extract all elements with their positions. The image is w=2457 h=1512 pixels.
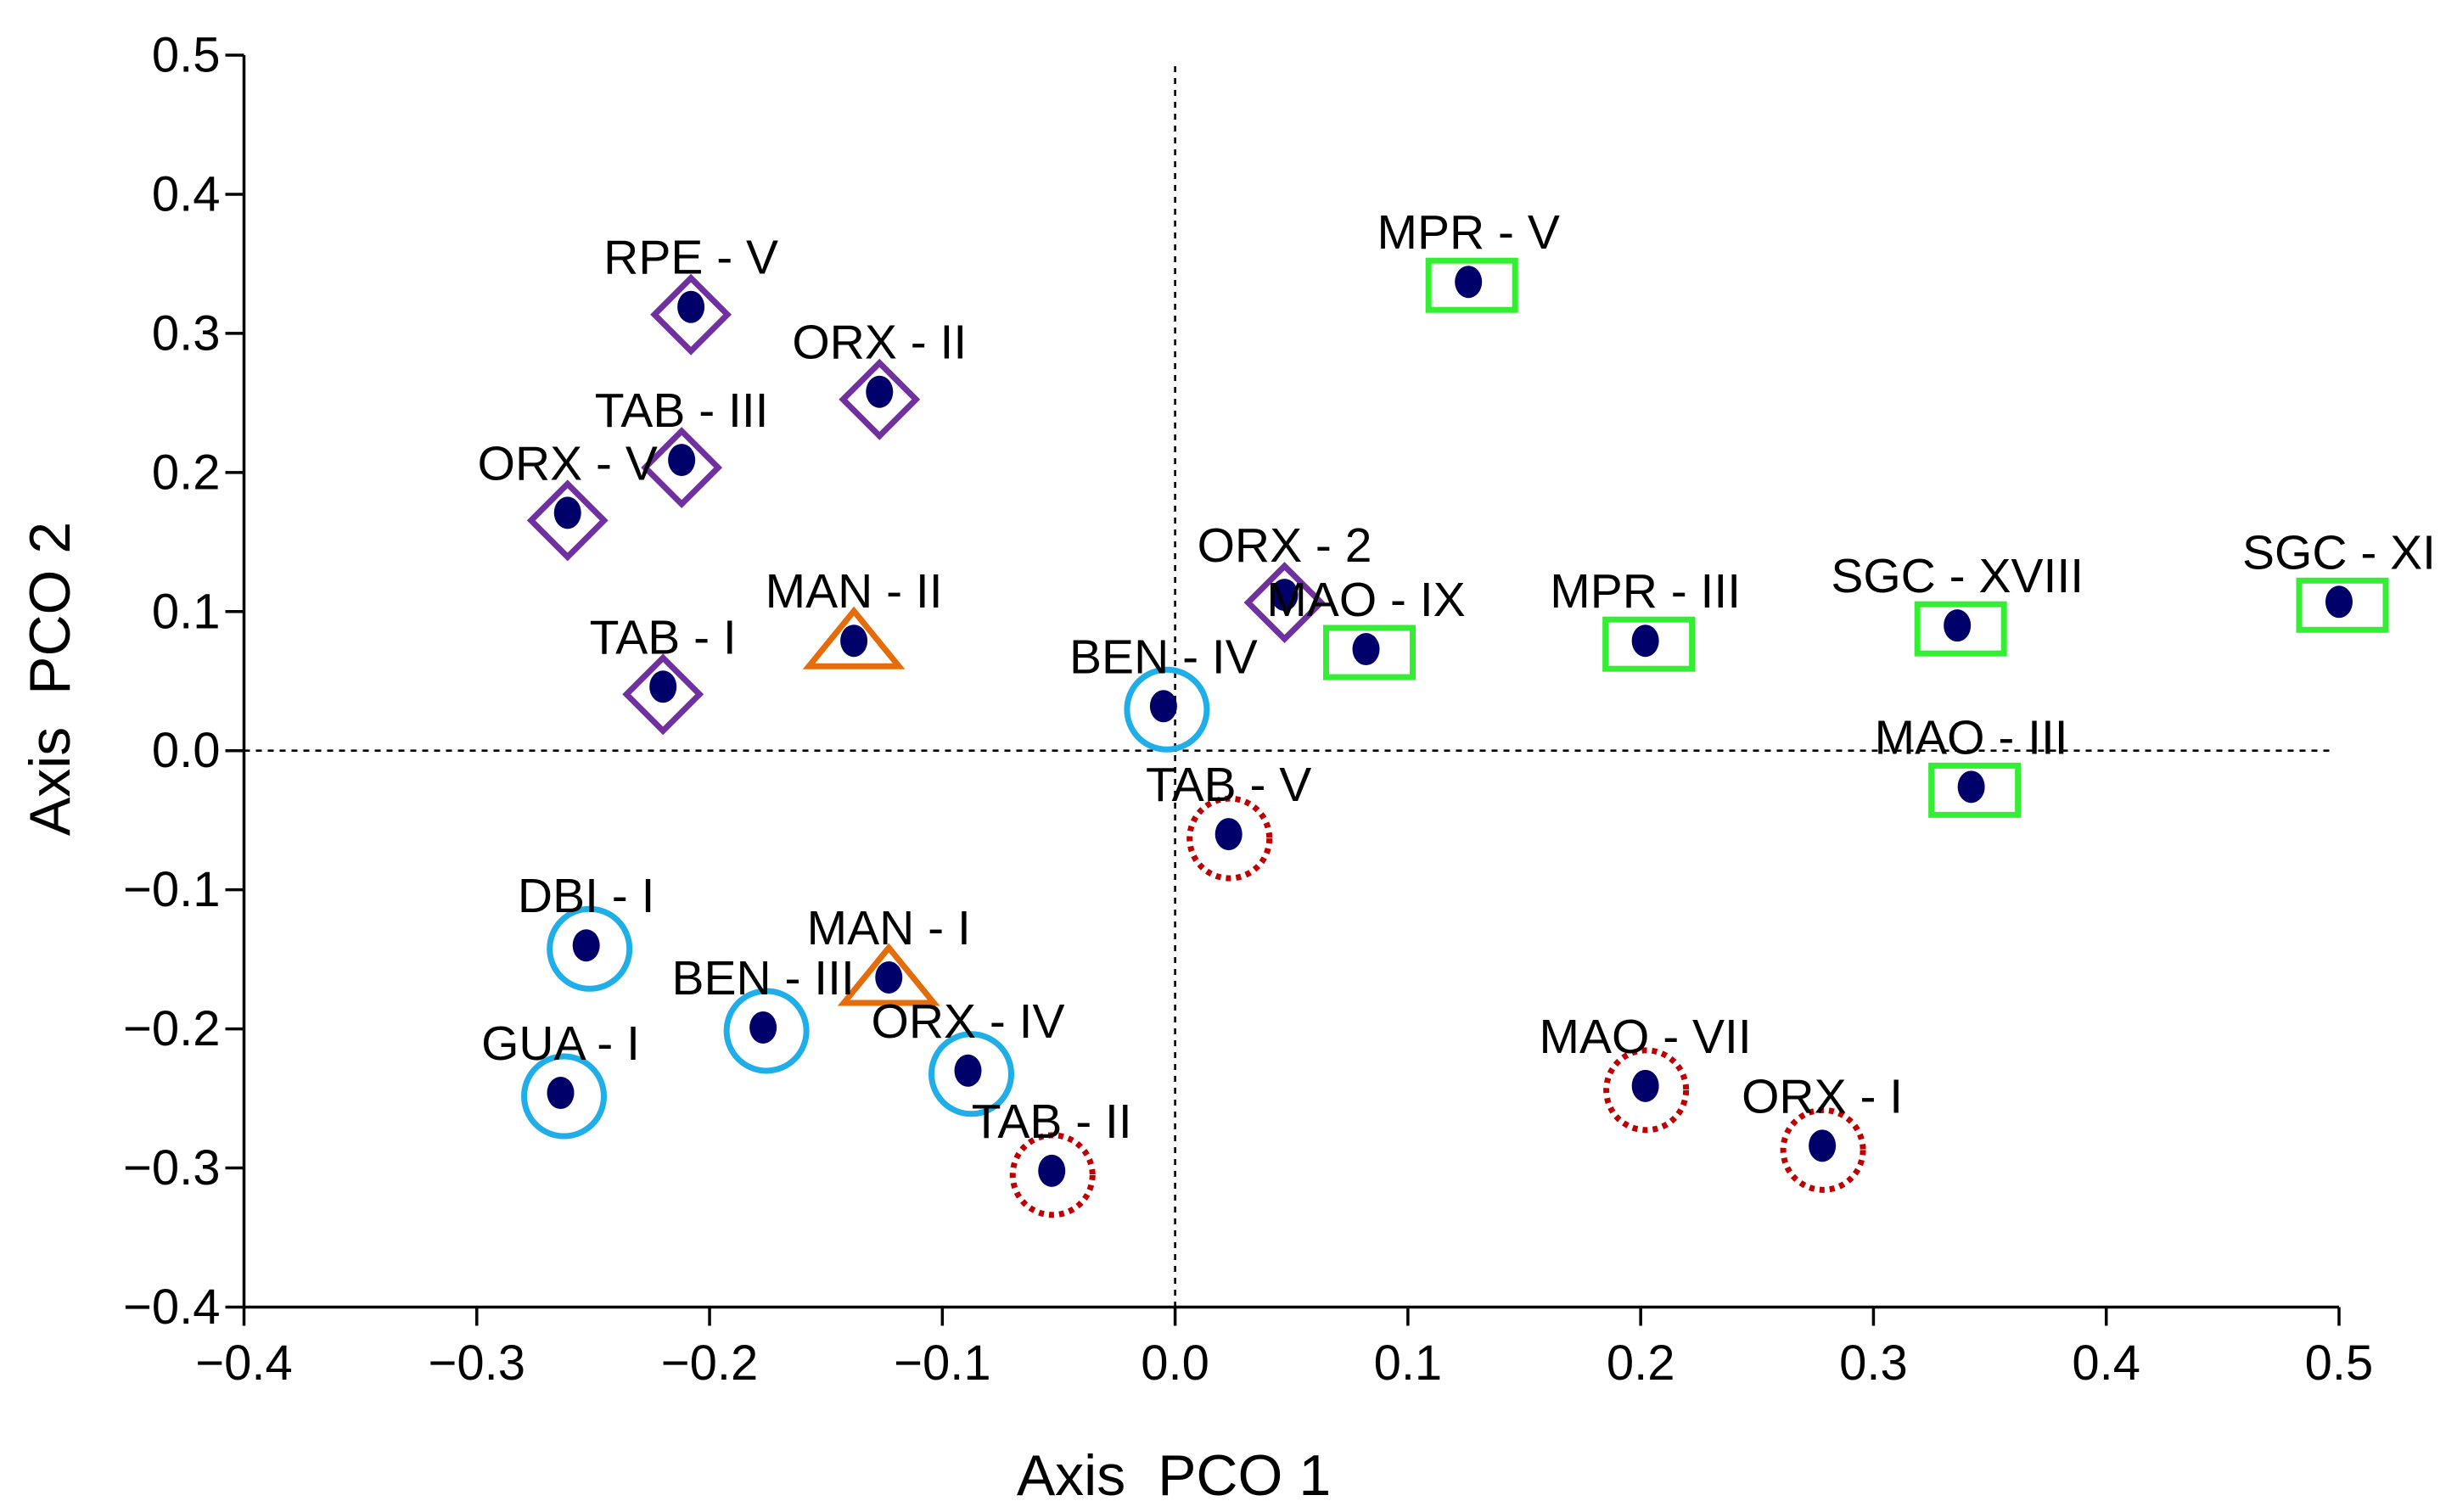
point-label: MAN - II [766,564,943,619]
point-label: DBI - I [518,869,655,923]
circle-marker [928,1031,1015,1117]
point-label: ORX - V [478,436,658,490]
group-markers [521,257,2389,1218]
data-points [547,266,2353,1187]
data-point [1455,266,1483,299]
data-point [1957,770,1985,804]
point-label: MAO - IX [1266,573,1465,627]
point-label: TAB - I [590,610,737,664]
diamond-marker [650,273,732,356]
point-label: TAB - II [972,1095,1132,1149]
point-label: BEN - IV [1069,630,1258,684]
point-label: TAB - III [595,384,769,438]
circle-marker [1124,666,1210,753]
data-point [1631,1069,1659,1102]
diamond-marker [641,427,723,509]
point-label: MAO - VII [1540,1010,1752,1064]
y-axis-title: Axis PCO 2 [18,522,82,836]
diamond-marker [526,479,609,562]
point-label: MPR - V [1377,205,1560,260]
point-label: MAN - I [807,901,971,955]
dotted-circle-marker [1603,1047,1690,1134]
data-point [677,290,705,323]
x-tick-label: 0.0 [1141,1336,1209,1391]
y-tick-label: 0.5 [152,28,221,83]
data-point [572,929,600,962]
data-point [547,1077,575,1110]
point-label: RPE - V [603,231,778,285]
square-marker [1602,616,1696,672]
data-point [1944,609,1972,642]
x-tick-label: 0.2 [1607,1336,1675,1391]
data-point [649,670,677,703]
x-tick-label: 0.4 [2072,1336,2140,1391]
point-label: ORX - II [792,316,967,370]
data-point [840,624,868,658]
square-marker [1323,624,1416,680]
data-point [1352,633,1380,666]
point-label: MAO - III [1875,710,2068,764]
circle-marker [723,988,810,1074]
point-label: MPR - III [1550,564,1741,619]
data-point [1809,1129,1837,1162]
x-tick-label: 0.5 [2305,1336,2374,1391]
diamond-marker [1243,562,1326,644]
y-tick-label: −0.3 [123,1140,221,1196]
data-point [668,444,696,477]
diamond-marker [622,653,704,736]
y-tick-label: −0.4 [123,1280,221,1335]
triangle-marker [837,943,940,1006]
data-point [1631,624,1659,658]
data-point [1149,690,1177,723]
point-label: TAB - V [1146,758,1311,812]
y-tick-label: −0.1 [123,862,221,917]
y-tick-label: 0.4 [152,166,221,221]
data-point [954,1054,982,1087]
y-tick-label: 0.1 [152,584,221,639]
y-tick-label: −0.2 [123,1001,221,1056]
point-label: ORX - 2 [1198,518,1372,573]
data-point [875,960,903,994]
y-tick-label: 0.3 [152,305,221,361]
x-tick-label: −0.3 [429,1336,526,1391]
data-point [553,496,581,529]
point-label: SGC - XVIII [1831,549,2084,603]
x-axis-title: Axis PCO 1 [1017,1443,1331,1508]
triangle-marker [802,606,906,669]
zero-reference-lines [244,66,2334,1308]
data-point [1271,579,1299,612]
dotted-circle-marker [1186,795,1273,882]
y-tick-label: 0.2 [152,445,221,500]
square-marker [1928,762,2022,818]
point-label: ORX - IV [871,994,1064,1049]
square-marker [2296,577,2389,633]
axes: 0.5 0.4 0.3 0.2 0.1 0.0 −0.1 −0.2 −0.3 −0.4−0.4 −0… [123,28,2373,1392]
x-tick-label: 0.3 [1839,1336,1908,1391]
point-label: GUA - I [481,1016,640,1071]
point-label: SGC - XI [2242,525,2436,580]
square-marker [1914,601,2007,657]
data-point [866,375,894,408]
x-tick-label: −0.1 [894,1336,991,1391]
square-marker [1425,257,1518,313]
data-point [1038,1154,1066,1187]
dotted-circle-marker [1009,1132,1096,1218]
data-point [749,1011,777,1044]
point-label: BEN - III [671,951,854,1005]
point-label: ORX - I [1742,1069,1903,1123]
x-tick-label: −0.4 [195,1336,293,1391]
circle-marker [547,905,633,992]
diamond-marker [839,358,921,440]
x-tick-label: −0.2 [661,1336,759,1391]
y-tick-label: 0.0 [152,723,221,778]
circle-marker [521,1053,608,1140]
x-tick-label: 0.1 [1374,1336,1443,1391]
data-point [1214,818,1243,851]
dotted-circle-marker [1780,1106,1866,1193]
data-point [2325,585,2353,619]
